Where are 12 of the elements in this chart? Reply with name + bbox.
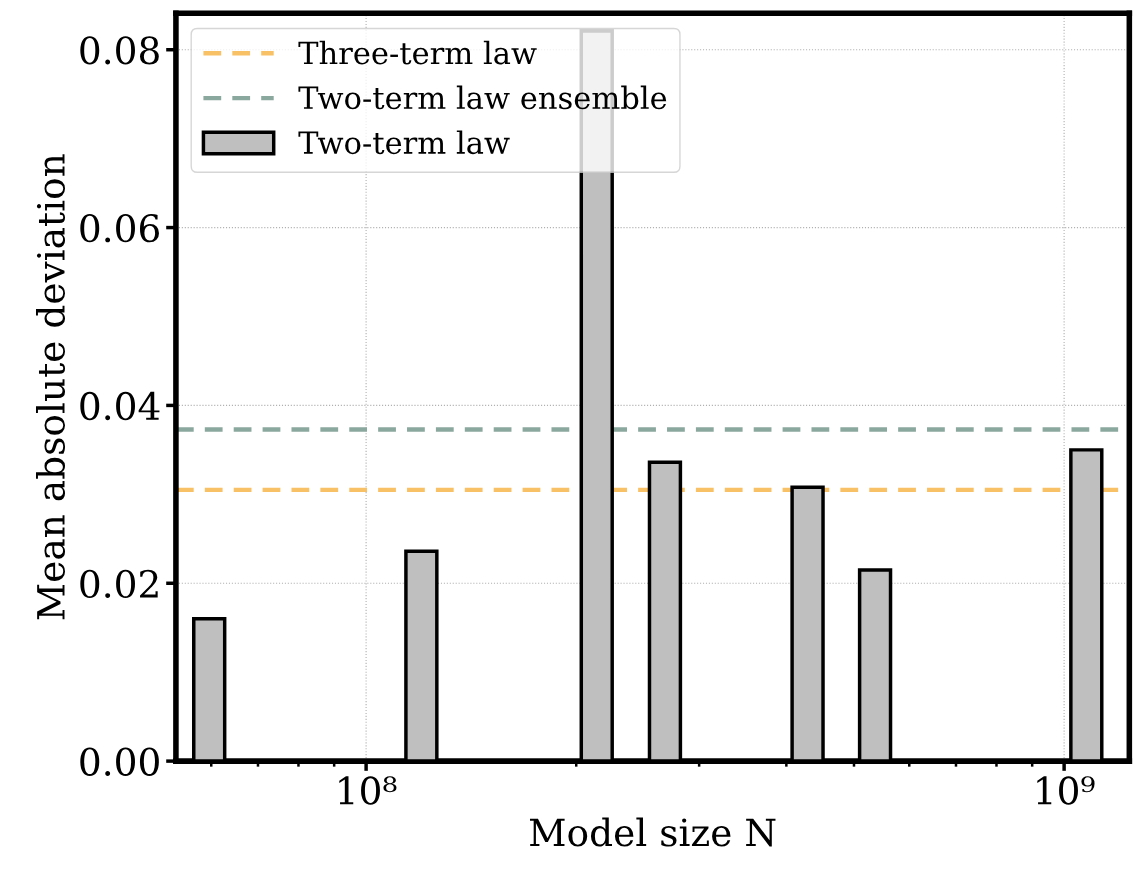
legend-label: Two-term law xyxy=(298,130,510,155)
x-tick-label: 10⁸ xyxy=(339,776,397,805)
legend-label: Two-term law ensemble xyxy=(298,85,667,110)
legend-label: Three-term law xyxy=(298,40,537,65)
y-axis-title: Mean absolute deviation xyxy=(36,154,66,620)
y-tick-label: 0.06 xyxy=(80,213,159,243)
x-tick-label: 10⁹ xyxy=(1037,776,1095,805)
y-tick-label: 0.04 xyxy=(80,391,160,421)
y-tick-label: 0.08 xyxy=(80,36,159,65)
y-tick-label: 0.00 xyxy=(80,747,159,776)
x-axis-title: Model size N xyxy=(529,817,776,847)
y-tick-label: 0.02 xyxy=(80,569,158,599)
